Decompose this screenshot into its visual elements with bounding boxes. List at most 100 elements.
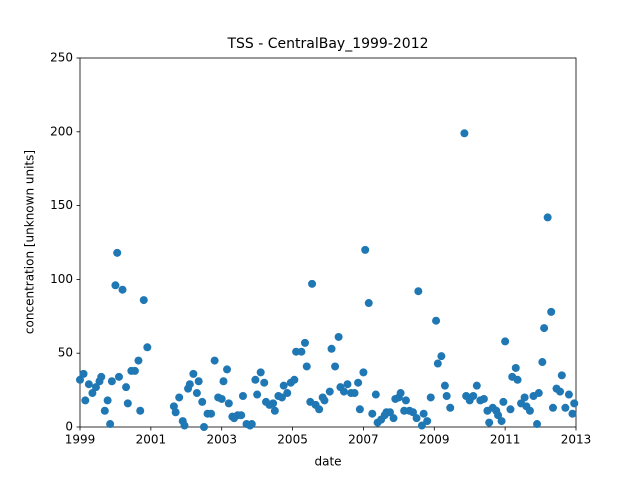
x-tick-label: 2005 bbox=[277, 433, 308, 447]
y-tick-label: 150 bbox=[50, 198, 73, 212]
point bbox=[409, 408, 418, 417]
point bbox=[557, 371, 566, 380]
point bbox=[114, 372, 123, 381]
point bbox=[538, 358, 547, 367]
point bbox=[446, 403, 455, 412]
point bbox=[389, 414, 398, 423]
point bbox=[256, 368, 265, 377]
point bbox=[290, 375, 299, 384]
point bbox=[91, 383, 100, 392]
point bbox=[260, 378, 269, 387]
point bbox=[189, 369, 198, 378]
point bbox=[139, 296, 148, 305]
point bbox=[543, 213, 552, 222]
point bbox=[106, 420, 115, 429]
point bbox=[479, 394, 488, 403]
point bbox=[485, 418, 494, 427]
point bbox=[433, 359, 442, 368]
x-tick-label: 2003 bbox=[206, 433, 237, 447]
point bbox=[217, 394, 226, 403]
y-tick-label: 50 bbox=[58, 346, 73, 360]
point bbox=[371, 390, 380, 399]
point bbox=[171, 408, 180, 417]
point bbox=[334, 332, 343, 341]
point bbox=[76, 375, 84, 384]
point bbox=[419, 409, 428, 418]
point bbox=[547, 307, 556, 316]
point bbox=[460, 129, 469, 138]
point bbox=[564, 390, 573, 399]
point bbox=[277, 393, 286, 402]
point bbox=[302, 362, 311, 371]
point bbox=[180, 421, 189, 430]
point bbox=[325, 387, 334, 396]
point bbox=[506, 405, 515, 414]
point bbox=[279, 381, 288, 390]
point bbox=[540, 324, 549, 333]
point bbox=[253, 390, 262, 399]
point bbox=[123, 399, 132, 408]
point bbox=[494, 411, 503, 420]
point bbox=[364, 299, 373, 308]
point bbox=[339, 387, 348, 396]
point bbox=[396, 389, 405, 398]
point bbox=[270, 406, 279, 415]
point bbox=[210, 356, 219, 365]
point bbox=[308, 279, 317, 288]
point bbox=[497, 417, 506, 426]
x-tick-label: 2011 bbox=[490, 433, 521, 447]
x-tick-label: 2009 bbox=[419, 433, 450, 447]
point bbox=[525, 406, 534, 415]
point bbox=[134, 356, 143, 365]
point bbox=[561, 403, 570, 412]
point bbox=[417, 421, 426, 430]
point bbox=[359, 368, 368, 377]
plot-frame bbox=[79, 57, 577, 428]
x-axis-label: date bbox=[314, 455, 341, 469]
chart-title: TSS - CentralBay_1999-2012 bbox=[226, 36, 428, 52]
point bbox=[269, 399, 278, 408]
point bbox=[472, 381, 481, 390]
point bbox=[238, 392, 247, 401]
point bbox=[283, 389, 292, 398]
point bbox=[327, 344, 336, 353]
point bbox=[501, 337, 510, 346]
point bbox=[412, 414, 421, 423]
point bbox=[143, 343, 152, 352]
point bbox=[320, 396, 329, 405]
point bbox=[194, 377, 203, 386]
point bbox=[81, 396, 90, 405]
point bbox=[511, 363, 520, 372]
point bbox=[343, 380, 352, 389]
point bbox=[207, 409, 216, 418]
point bbox=[499, 397, 508, 406]
point bbox=[223, 365, 232, 374]
point bbox=[175, 393, 184, 402]
point bbox=[100, 406, 109, 415]
point bbox=[469, 392, 478, 401]
point bbox=[300, 338, 309, 347]
y-tick-label: 250 bbox=[50, 51, 73, 65]
point bbox=[570, 399, 579, 408]
point bbox=[130, 366, 139, 375]
point bbox=[361, 245, 370, 254]
point bbox=[219, 377, 228, 386]
point bbox=[136, 406, 145, 415]
point bbox=[97, 372, 106, 381]
point bbox=[354, 378, 363, 387]
point bbox=[331, 362, 340, 371]
point bbox=[386, 408, 394, 417]
point bbox=[315, 405, 324, 414]
point bbox=[534, 389, 543, 398]
y-tick-label: 100 bbox=[50, 272, 73, 286]
point bbox=[84, 380, 93, 389]
point bbox=[224, 399, 233, 408]
x-tick-label: 2013 bbox=[561, 433, 592, 447]
x-tick-label: 2007 bbox=[348, 433, 379, 447]
point bbox=[251, 375, 260, 384]
point bbox=[122, 383, 131, 392]
point bbox=[520, 393, 529, 402]
y-axis-label: concentration [unknown units] bbox=[23, 150, 37, 334]
point bbox=[426, 393, 435, 402]
point bbox=[103, 396, 112, 405]
